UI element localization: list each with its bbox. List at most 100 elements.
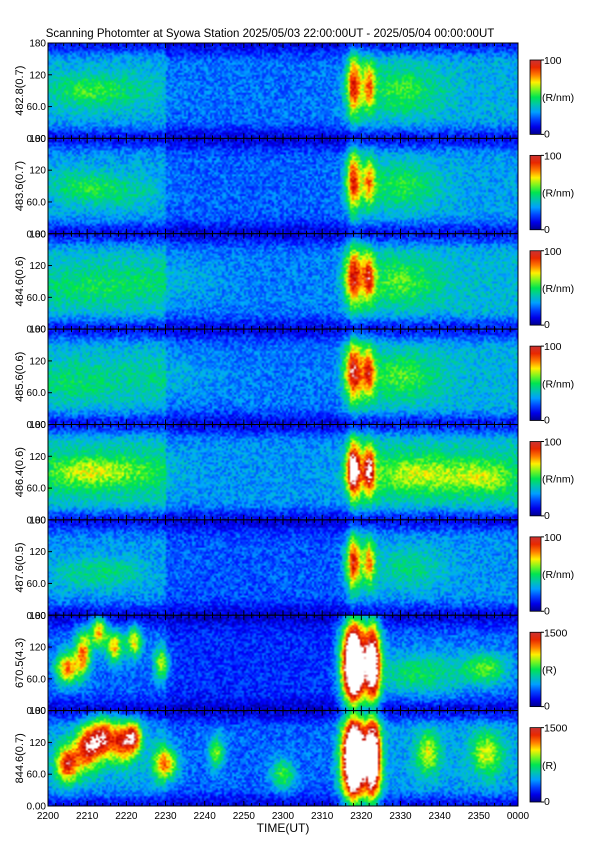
y-tick-label: 120 [29, 738, 46, 749]
heatmap-image [48, 710, 518, 806]
panel-7: 0.00 60.0 120 180 670.5(4.3) 1500 0 (R) [14, 611, 568, 717]
colorbar-max-label: 100 [544, 341, 562, 353]
panel-ylabel: 486.4(0.6) [14, 447, 26, 497]
x-tick-label: 2310 [311, 811, 334, 822]
panel-ylabel: 487.6(0.5) [14, 542, 26, 592]
panel-4: 0.00 60.0 120 180 485.6(0.6) 100 0 (R/nm) [14, 325, 574, 431]
chart-title: Scanning Photomter at Syowa Station 2025… [46, 28, 495, 40]
panel-2: 0.00 60.0 120 180 483.6(0.7) 100 0 (R/nm) [14, 134, 574, 240]
y-tick-label: 60.0 [27, 579, 47, 590]
colorbar-min-label: 0 [544, 510, 550, 522]
y-tick-label: 0.00 [27, 134, 47, 145]
x-tick-label: 2240 [194, 811, 217, 822]
y-tick-label: 180 [29, 420, 46, 431]
colorbar-max-label: 100 [544, 246, 562, 258]
heatmap-image [48, 424, 518, 520]
y-tick-label: 0.00 [27, 611, 47, 622]
y-tick-label: 0.00 [27, 515, 47, 526]
y-tick-label: 0.00 [27, 420, 47, 431]
colorbar [529, 154, 542, 231]
heatmap-image [48, 43, 518, 139]
heatmap-image [48, 233, 518, 330]
panel-8: 0.00 60.0 120 180 844.6(0.7) 1500 0 (R) [14, 706, 568, 812]
colorbar-max-label: 100 [544, 55, 562, 67]
panel-ylabel: 670.5(4.3) [14, 638, 26, 688]
colorbar [529, 631, 542, 708]
heatmap-image [48, 519, 518, 616]
heatmap-image [48, 615, 518, 711]
y-tick-label: 120 [29, 261, 46, 272]
x-tick-label: 2300 [272, 811, 295, 822]
colorbar [529, 536, 542, 612]
panel-3: 0.00 60.0 120 180 484.6(0.6) 100 0 (R/nm) [14, 229, 574, 335]
colorbar-unit-label: (R/nm) [542, 378, 574, 390]
y-tick-label: 180 [29, 229, 46, 240]
x-tick-label: 2330 [389, 811, 412, 822]
colorbar [529, 250, 542, 326]
colorbar-unit-label: (R/nm) [542, 283, 574, 295]
y-tick-label: 60.0 [27, 293, 47, 304]
colorbar-unit-label: (R) [542, 664, 557, 676]
x-tick-label: 2230 [154, 811, 177, 822]
colorbar [529, 441, 542, 517]
x-tick-label: 2220 [115, 811, 138, 822]
panel-ylabel: 482.8(0.7) [14, 66, 26, 116]
y-tick-label: 120 [29, 643, 46, 654]
colorbar-unit-label: (R/nm) [542, 569, 574, 581]
colorbar [529, 59, 542, 135]
colorbar-min-label: 0 [544, 701, 550, 713]
colorbar-unit-label: (R/nm) [542, 92, 574, 104]
colorbar-max-label: 100 [544, 150, 562, 162]
y-tick-label: 180 [29, 134, 46, 145]
colorbar-max-label: 100 [544, 437, 562, 449]
colorbar-min-label: 0 [544, 605, 550, 617]
y-tick-label: 120 [29, 166, 46, 177]
y-tick-label: 0.00 [27, 229, 47, 240]
y-tick-label: 60.0 [27, 102, 47, 113]
colorbar-max-label: 100 [544, 532, 562, 544]
colorbar [529, 345, 542, 421]
x-tick-label: 2350 [468, 811, 491, 822]
colorbar-unit-label: (R) [542, 760, 557, 772]
panels-group: 0.00 60.0 120 180 482.8(0.7) 100 0 (R/nm) 0.00 60… [14, 39, 574, 813]
x-tick-label: 2200 [37, 811, 60, 822]
y-tick-label: 60.0 [27, 388, 47, 399]
y-tick-label: 180 [29, 611, 46, 622]
x-tick-label: 2320 [350, 811, 373, 822]
colorbar-min-label: 0 [544, 128, 550, 140]
colorbar-max-label: 1500 [544, 723, 568, 735]
x-tick-label: 2210 [76, 811, 99, 822]
y-tick-label: 180 [29, 515, 46, 526]
y-tick-label: 0.00 [27, 325, 47, 336]
colorbar-min-label: 0 [544, 224, 550, 236]
y-tick-label: 120 [29, 547, 46, 558]
panel-ylabel: 484.6(0.6) [14, 256, 26, 306]
panel-1: 0.00 60.0 120 180 482.8(0.7) 100 0 (R/nm) [14, 39, 574, 145]
y-tick-label: 0.00 [27, 802, 47, 813]
y-tick-label: 60.0 [27, 674, 47, 685]
y-tick-label: 120 [29, 356, 46, 367]
y-tick-label: 0.00 [27, 706, 47, 717]
x-tick-label: 0000 [507, 811, 530, 822]
colorbar [529, 727, 542, 803]
x-tick-label: 2250 [233, 811, 256, 822]
x-axis: 2200 2210 2220 2230 2240 2250 2300 2310 2320 2330… [37, 811, 530, 822]
y-tick-label: 180 [29, 706, 46, 717]
x-axis-label: TIME(UT) [257, 821, 310, 835]
y-tick-label: 120 [29, 452, 46, 463]
y-tick-label: 60.0 [27, 484, 47, 495]
colorbar-unit-label: (R/nm) [542, 474, 574, 486]
y-tick-label: 180 [29, 39, 46, 50]
colorbar-min-label: 0 [544, 319, 550, 331]
y-tick-label: 120 [29, 70, 46, 81]
colorbar-max-label: 1500 [544, 627, 568, 639]
y-tick-label: 60.0 [27, 197, 47, 208]
colorbar-min-label: 0 [544, 796, 550, 808]
heatmap-image [48, 329, 518, 425]
x-tick-label: 2340 [429, 811, 452, 822]
y-tick-label: 180 [29, 325, 46, 336]
panel-ylabel: 483.6(0.7) [14, 161, 26, 211]
y-tick-label: 60.0 [27, 770, 47, 781]
heatmap-image [48, 138, 518, 234]
